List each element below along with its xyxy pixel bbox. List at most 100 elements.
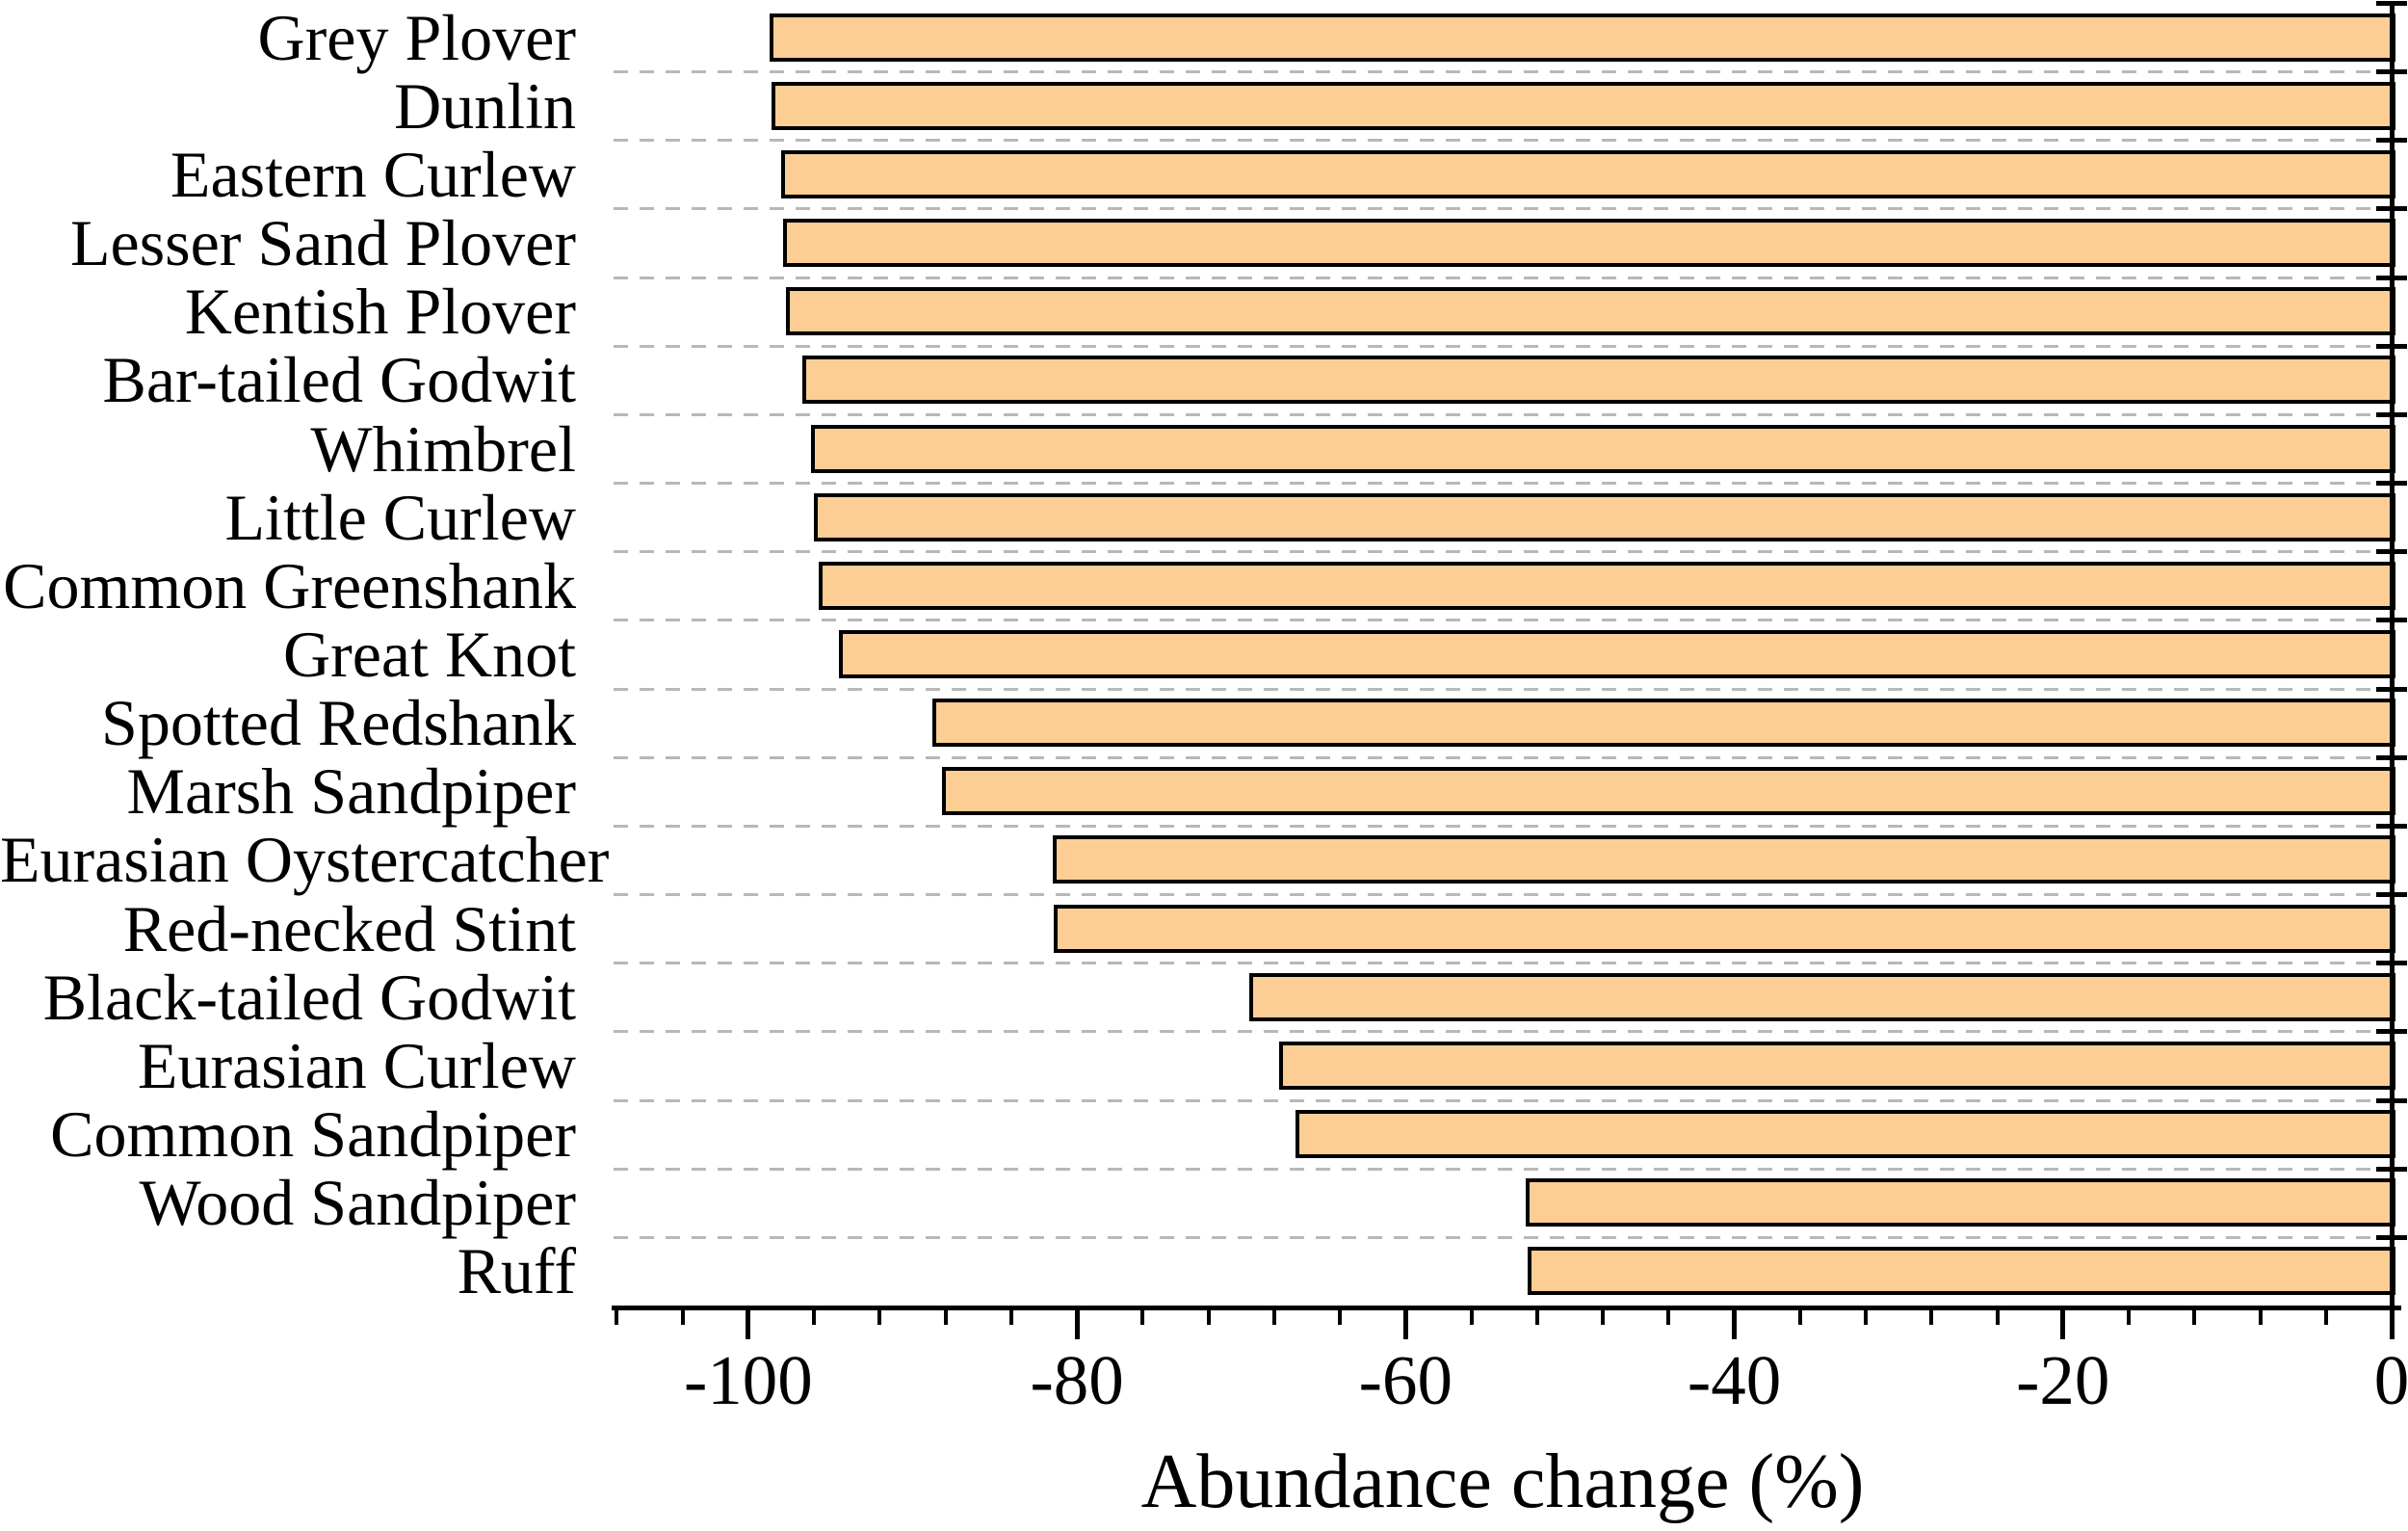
y-axis-tick (2376, 1029, 2407, 1035)
y-axis-tick (2376, 343, 2407, 349)
y-axis-tick (2376, 138, 2407, 144)
category-label: Bar-tailed Godwit (102, 343, 576, 417)
category-label: Grey Plover (257, 0, 576, 74)
x-axis-minor-tick (1140, 1310, 1145, 1325)
x-axis-major-tick (1402, 1310, 1408, 1339)
gridline (614, 1235, 2392, 1239)
x-axis-minor-tick (2323, 1310, 2328, 1325)
x-axis-tick-label: -60 (1358, 1341, 1453, 1419)
bar (819, 561, 2395, 610)
x-axis-minor-tick (1008, 1310, 1013, 1325)
gridline (614, 207, 2392, 211)
gridline (614, 70, 2392, 74)
y-axis-tick (2376, 961, 2407, 966)
bar (1527, 1247, 2395, 1296)
bar (786, 287, 2395, 336)
gridline (614, 619, 2392, 622)
gridline (614, 824, 2392, 828)
category-label: Whimbrel (310, 411, 576, 486)
x-axis-title: Abundance change (%) (1140, 1439, 1865, 1524)
category-label: Dunlin (394, 68, 576, 143)
gridline (614, 687, 2392, 691)
x-axis-tick-label: -80 (1030, 1341, 1124, 1419)
category-label: Common Greenshank (3, 548, 576, 622)
x-axis-tick-label: 0 (2373, 1341, 2408, 1419)
gridline (614, 893, 2392, 897)
category-label: Great Knot (282, 618, 576, 691)
bar (770, 13, 2395, 62)
x-axis-minor-tick (1469, 1310, 1474, 1325)
y-axis-tick (2376, 754, 2407, 760)
x-axis-minor-tick (2192, 1310, 2197, 1325)
category-label: Ruff (457, 1234, 576, 1308)
bar (782, 219, 2395, 268)
y-axis-tick (2376, 1234, 2407, 1240)
x-axis-tick-label: -40 (1687, 1341, 1782, 1419)
bar (810, 424, 2395, 473)
gridline (614, 482, 2392, 486)
category-label: Marsh Sandpiper (126, 754, 576, 829)
y-axis-tick (2376, 1, 2407, 6)
x-axis-minor-tick (615, 1310, 619, 1325)
bar (771, 81, 2395, 130)
x-axis-minor-tick (2258, 1310, 2263, 1325)
bar (781, 149, 2395, 198)
gridline (614, 276, 2392, 279)
x-axis-minor-tick (2127, 1310, 2132, 1325)
bar (802, 356, 2395, 405)
bar (1525, 1178, 2395, 1227)
x-axis-minor-tick (1601, 1310, 1606, 1325)
x-axis-major-tick (2060, 1310, 2066, 1339)
y-axis-tick (2376, 823, 2407, 829)
x-axis-minor-tick (1534, 1310, 1539, 1325)
category-label: Eurasian Curlew (137, 1028, 576, 1102)
gridline (614, 344, 2392, 348)
x-axis-line (612, 1306, 2401, 1310)
gridline (614, 550, 2392, 554)
x-axis-tick-label: -20 (2016, 1341, 2110, 1419)
bar (1054, 904, 2395, 953)
category-label: Kentish Plover (184, 275, 576, 349)
category-label: Spotted Redshank (101, 686, 576, 760)
gridline (614, 1167, 2392, 1171)
category-label: Lesser Sand Plover (69, 206, 576, 280)
bar (1296, 1110, 2395, 1159)
category-label: Little Curlew (224, 480, 576, 554)
x-axis-minor-tick (1666, 1310, 1671, 1325)
gridline (614, 139, 2392, 143)
x-axis-minor-tick (943, 1310, 948, 1325)
x-axis-major-tick (2389, 1310, 2395, 1339)
bar (814, 492, 2395, 541)
y-axis-tick (2376, 411, 2407, 417)
y-axis-tick (2376, 686, 2407, 692)
x-axis-major-tick (1074, 1310, 1080, 1339)
right-spine (2390, 3, 2395, 1306)
bar (1249, 972, 2395, 1021)
x-axis-minor-tick (1271, 1310, 1276, 1325)
category-label: Wood Sandpiper (139, 1166, 576, 1240)
x-axis-major-tick (746, 1310, 751, 1339)
category-label: Red-necked Stint (122, 891, 576, 965)
bar (931, 699, 2395, 748)
x-axis-minor-tick (1929, 1310, 1934, 1325)
y-axis-tick (2376, 206, 2407, 212)
bar (942, 767, 2395, 816)
y-axis-tick (2376, 549, 2407, 555)
bar (838, 630, 2395, 678)
gridline (614, 1030, 2392, 1034)
x-axis-minor-tick (680, 1310, 685, 1325)
gridline (614, 412, 2392, 416)
x-axis-minor-tick (1864, 1310, 1869, 1325)
x-axis-minor-tick (1797, 1310, 1802, 1325)
x-axis-tick-label: -100 (683, 1341, 813, 1419)
y-axis-tick (2376, 892, 2407, 898)
gridline (614, 962, 2392, 965)
x-axis-minor-tick (812, 1310, 817, 1325)
category-label: Common Sandpiper (50, 1097, 576, 1172)
x-axis-minor-tick (1338, 1310, 1343, 1325)
y-axis-tick (2376, 481, 2407, 487)
x-axis-minor-tick (1206, 1310, 1211, 1325)
y-axis-tick (2376, 618, 2407, 623)
category-label: Eastern Curlew (170, 137, 576, 211)
